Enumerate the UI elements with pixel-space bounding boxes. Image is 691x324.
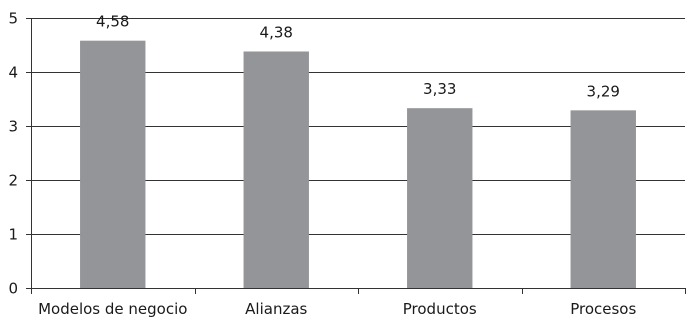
category-label-1: Alianzas	[245, 300, 307, 318]
y-tick-label-4: 4	[8, 64, 18, 82]
bars	[80, 40, 636, 289]
category-label-0: Modelos de negocio	[38, 300, 187, 318]
bar-2	[407, 108, 473, 289]
y-tick-label-3: 3	[8, 118, 18, 136]
y-tick-label-2: 2	[8, 172, 18, 190]
data-label-3: 3,29	[587, 82, 620, 100]
data-label-1: 4,38	[260, 23, 293, 41]
axes	[26, 18, 686, 294]
bar-1	[243, 51, 309, 289]
bar-3	[570, 110, 636, 288]
data-label-2: 3,33	[423, 80, 456, 98]
y-tick-label-0: 0	[8, 280, 18, 298]
category-label-2: Productos	[403, 300, 477, 318]
y-tick-label-1: 1	[8, 226, 18, 244]
bar-0	[80, 40, 146, 289]
labels: 0 1 2 3 4 5 4,58 Modelos de negocio 4,38 Alianzas…	[8, 10, 636, 319]
category-label-3: Procesos	[570, 300, 636, 318]
data-label-0: 4,58	[96, 13, 129, 31]
y-tick-label-5: 5	[8, 10, 18, 28]
